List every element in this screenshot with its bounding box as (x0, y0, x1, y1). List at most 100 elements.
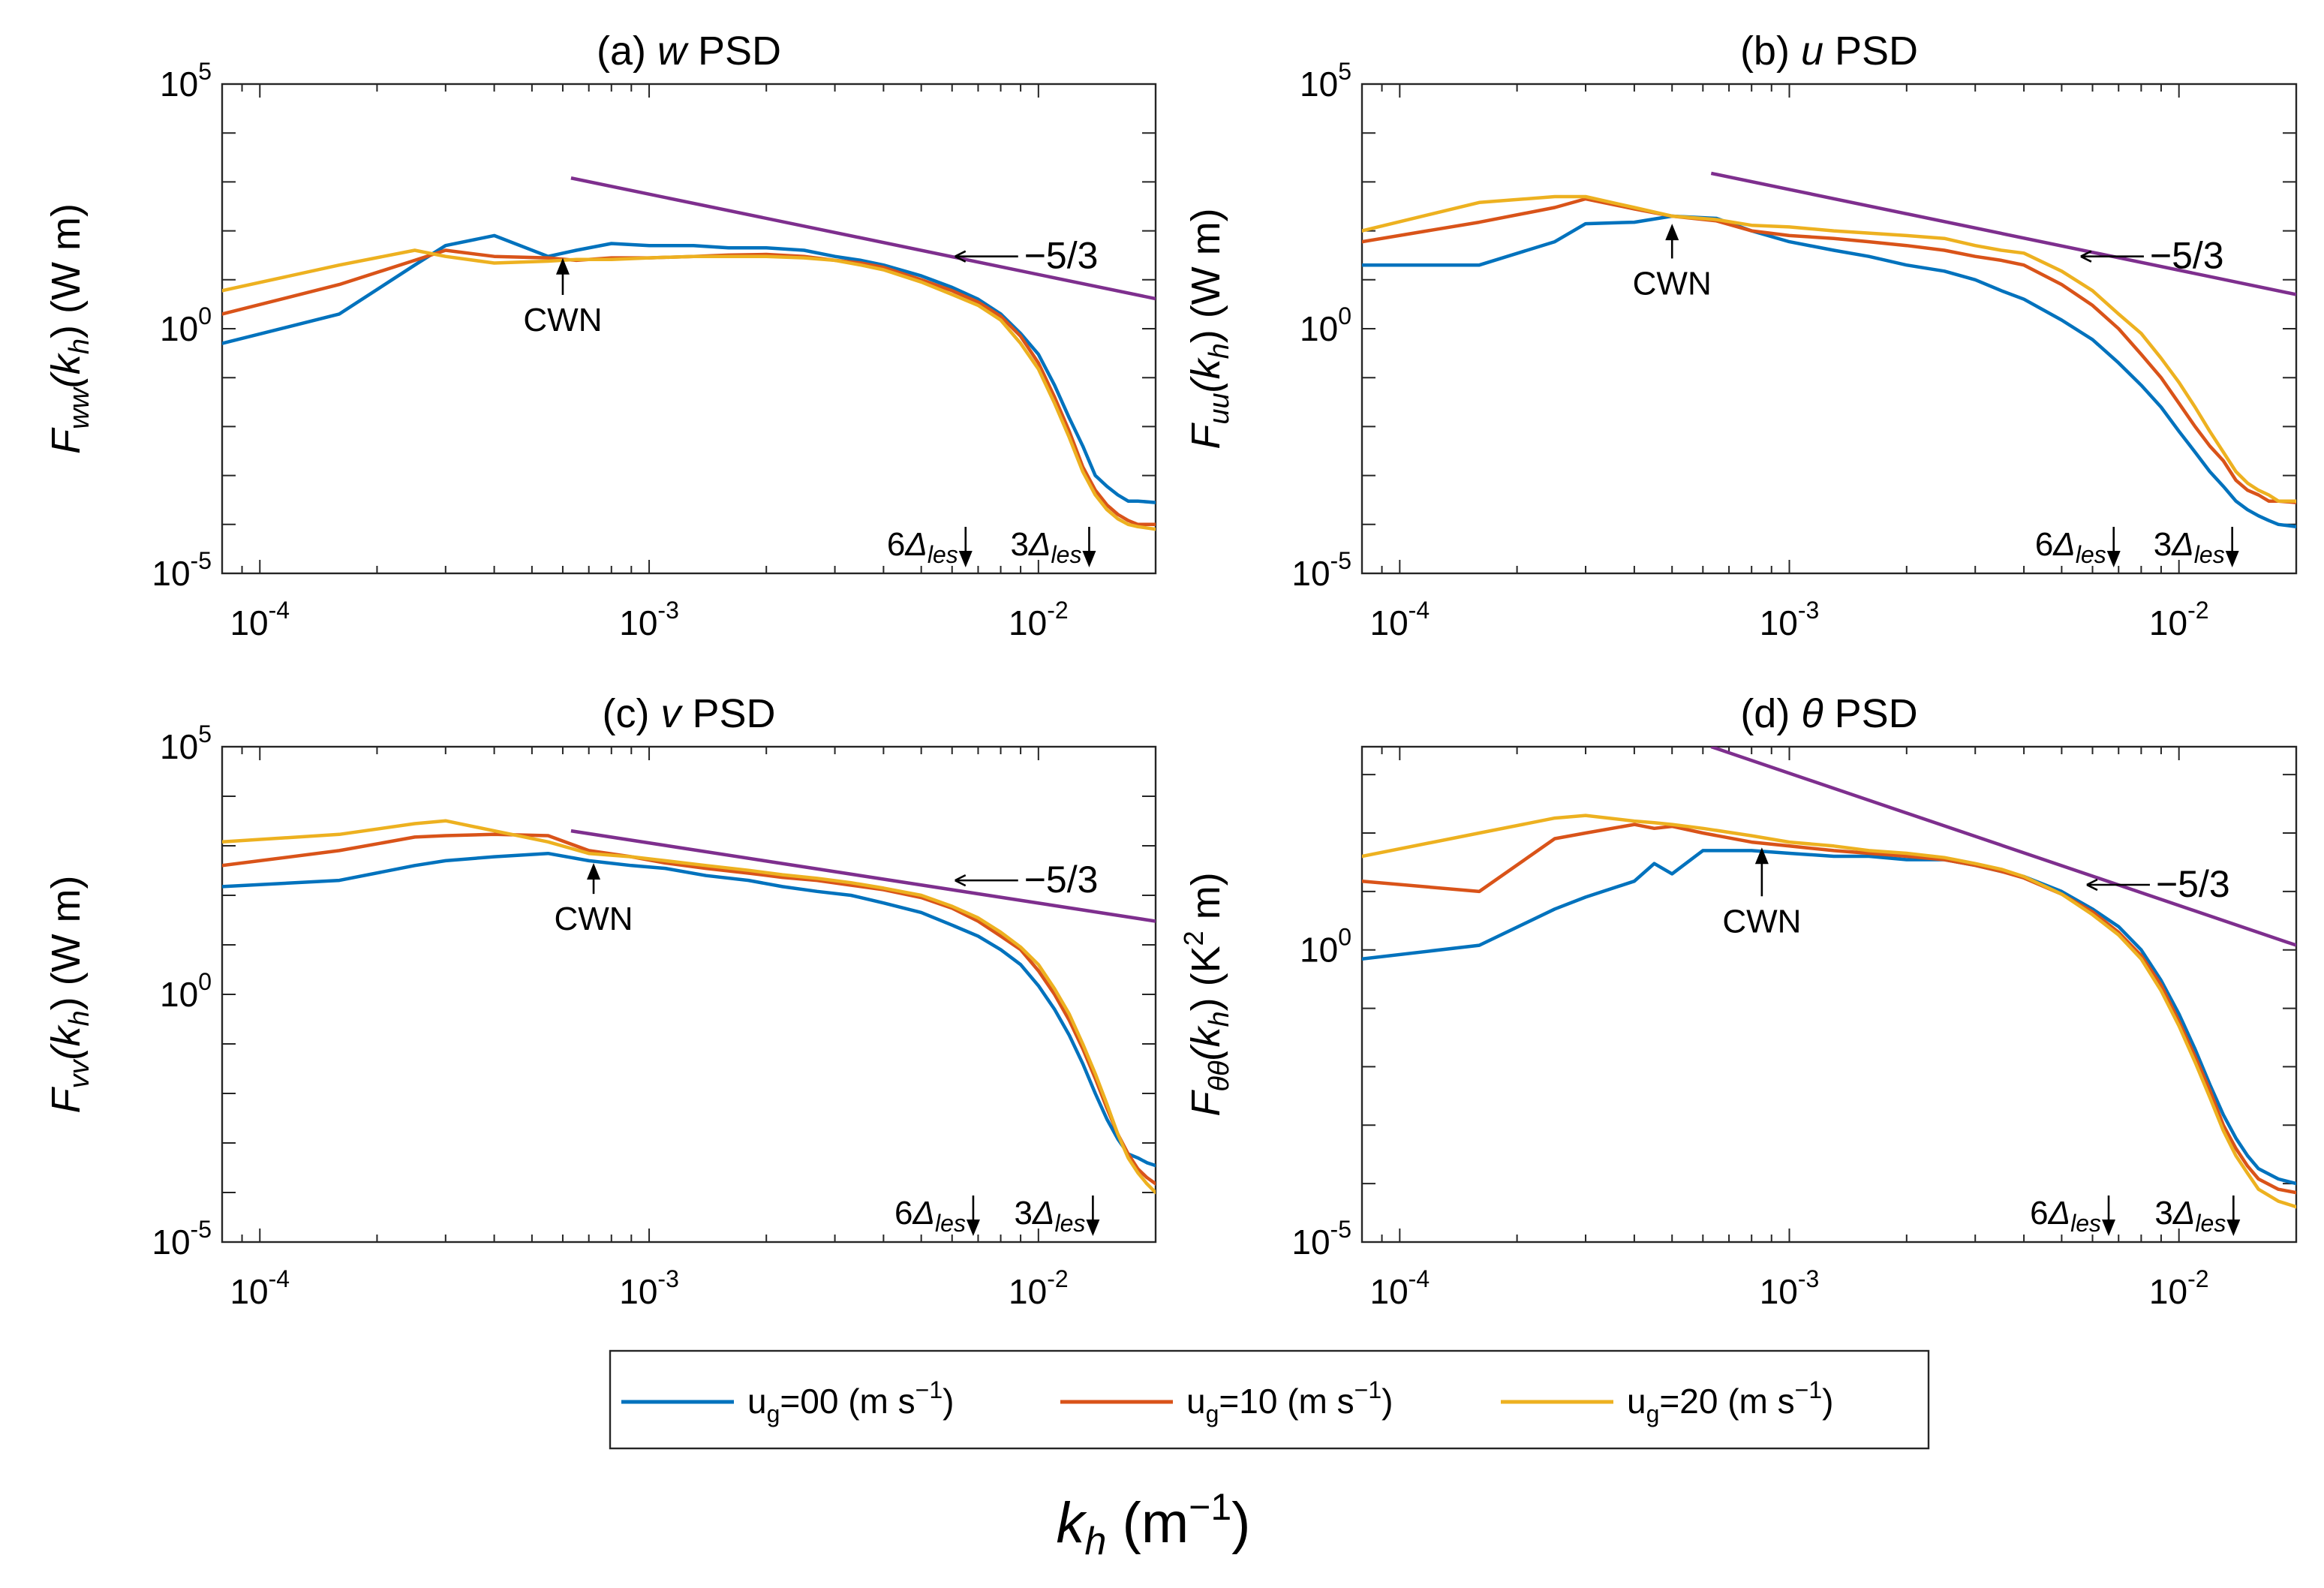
panel-d-cwn-arrow-head (1754, 847, 1769, 865)
panel-a-delta-subscript: les (927, 541, 958, 568)
panel-a-x-tick-label: 10-3 (619, 597, 679, 642)
panel-c-series-group (222, 819, 1156, 1195)
panel-b-y-tick-label-exp: 0 (1338, 302, 1351, 329)
panel-b-y-tick-label: 10-5 (1291, 547, 1351, 593)
panel-c-y-tick-label-base: 10 (160, 975, 198, 1014)
panel-b-x-tick-label: 10-3 (1760, 597, 1820, 642)
panel-a-y-label-argument-sub: h (64, 338, 95, 354)
panel-d-x-tick-label-exp: -3 (1798, 1265, 1819, 1292)
panel-a-y-tick-label: 10-5 (152, 547, 212, 593)
panel-d-x-tick-label-exp: -4 (1409, 1265, 1430, 1292)
panel-a-y-tick-label-exp: 0 (198, 302, 212, 329)
panel-d-y-label-argument: (k (1183, 1024, 1228, 1060)
panel-a-x-tick-label-base: 10 (230, 603, 268, 642)
legend-label-close: ) (1381, 1382, 1393, 1421)
panel-c-y-tick-label: 10-5 (152, 1216, 212, 1262)
panel-a-slope-arrow-head (955, 250, 967, 263)
legend-label-symbol: u (1186, 1382, 1206, 1421)
panel-d-x-tick-label-exp: -2 (2187, 1265, 2208, 1292)
panel-b-slope-reference-line (1710, 171, 2296, 296)
panel-c-delta-subscript: les (1054, 1210, 1085, 1237)
panel-b-tick-marks (1361, 83, 2297, 574)
panel-b-y-tick-label: 105 (1300, 58, 1351, 104)
panel-c-y-tick-label-base: 10 (152, 1223, 190, 1262)
panel-c-y-label-subscript: vv (64, 1059, 95, 1089)
panel-c-y-tick-label: 100 (160, 968, 212, 1014)
panel-b-series-line-2 (1362, 194, 2296, 503)
legend-label-symbol: u (1627, 1382, 1646, 1421)
panel-b-delta-label-6: 6Δles (2035, 526, 2106, 568)
panel-a-title-suffix: PSD (687, 29, 781, 74)
legend-label-subscript: g (1206, 1400, 1219, 1427)
panel-d-y-tick-label: 10-5 (1291, 1216, 1351, 1262)
panel-a-slope-reference-line (570, 176, 1156, 301)
panel-a-y-axis-label: Fww(kh) (W m) (44, 203, 95, 454)
panel-c-y-tick-label-exp: 5 (198, 720, 212, 747)
panel-c-x-tick-label-exp: -2 (1047, 1265, 1068, 1292)
panel-c-x-tick-label: 10-3 (619, 1265, 679, 1311)
panel-b-x-tick-label-base: 10 (1760, 603, 1798, 642)
legend-label-symbol: u (747, 1382, 767, 1421)
panel-a-y-tick-label: 105 (160, 58, 212, 104)
x-axis-label-unit: (m (1106, 1491, 1189, 1555)
panel-a-x-tick-label-exp: -2 (1047, 597, 1068, 624)
panel-c-x-tick-label-base: 10 (230, 1272, 268, 1311)
panel-b-y-tick-label-base: 10 (1291, 554, 1330, 593)
panel-b-x-tick-label: 10-4 (1370, 597, 1430, 642)
panel-a-x-tick-label-exp: -4 (269, 597, 290, 624)
legend-label-0: ug=00 (m s−1) (747, 1376, 954, 1427)
panel-c-cwn-arrow-head (587, 863, 601, 880)
panel-a-y-label-argument: (k (44, 352, 89, 388)
panel-d-title-label: (d) (1740, 691, 1801, 736)
panel-a-y-tick-label-base: 10 (152, 554, 190, 593)
panel-b-series-group (1362, 194, 2296, 529)
x-axis-label-symbol: k (1057, 1491, 1088, 1555)
panel-b-y-tick-label: 100 (1300, 302, 1351, 348)
panel-b-y-axis-label: Fuu(kh) (W m) (1183, 208, 1235, 449)
panel-a-delta-arrow-head-6 (958, 551, 973, 567)
panel-b-y-tick-label-exp: 5 (1338, 58, 1351, 85)
panel-c-title-suffix: PSD (681, 691, 775, 736)
panel-b-title: (b) u PSD (1740, 29, 1918, 74)
x-axis-label-subscript: h (1085, 1520, 1107, 1563)
panel-a-delta-factor: 6 (887, 526, 905, 563)
panel-a-title-label: (a) (597, 29, 657, 74)
legend-label-subscript: g (767, 1400, 780, 1427)
panel-d-slope-reference-line (1710, 747, 2296, 947)
panel-b-x-tick-label-exp: -4 (1409, 597, 1430, 624)
panel-c-x-tick-label-base: 10 (1009, 1272, 1047, 1311)
panel-c-delta-arrow-head-3 (1086, 1220, 1100, 1236)
panel-d-y-axis-label: Fθθ(kh) (K2 m) (1178, 872, 1235, 1116)
panel-d-x-tick-label-base: 10 (1370, 1272, 1409, 1311)
panel-a-x-tick-label: 10-2 (1009, 597, 1069, 642)
panel-a-series-line-1 (222, 248, 1156, 527)
legend-label-exponent: −1 (1354, 1376, 1381, 1403)
panel-d-delta-arrow-head-3 (2226, 1220, 2241, 1236)
legend-label-subscript: g (1646, 1400, 1660, 1427)
panel-a-y-tick-label-base: 10 (160, 65, 198, 104)
panel-b-delta-symbol: Δ (2052, 526, 2076, 563)
panel-d-y-tick-label-base: 10 (1291, 1223, 1330, 1262)
panel-c-y-tick-label-base: 10 (160, 727, 198, 766)
x-axis-label: kh (m−1) (1057, 1486, 1251, 1563)
panel-a-delta-label-3: 3Δles (1011, 526, 1082, 568)
panel-d-delta-symbol: Δ (2172, 1195, 2196, 1232)
panel-c-series-line-2 (222, 819, 1156, 1195)
panel-d-series-group (1362, 814, 2296, 1209)
panel-b-title-variable: u (1801, 29, 1823, 74)
panel-a-title: (a) w PSD (597, 29, 781, 74)
panel-c-x-tick-label-exp: -4 (269, 1265, 290, 1292)
panel-c-y-tick-label-exp: -5 (191, 1216, 212, 1243)
panel-d-delta-symbol: Δ (2048, 1195, 2071, 1232)
panel-b-delta-symbol: Δ (2171, 526, 2194, 563)
panel-c-y-label-argument-sub: h (64, 1010, 95, 1026)
panel-b-x-tick-label: 10-2 (2149, 597, 2209, 642)
panel-a-delta-arrow-head-3 (1082, 551, 1096, 567)
panel-c-x-tick-label-exp: -3 (657, 1265, 678, 1292)
panel-b-title-suffix: PSD (1823, 29, 1918, 74)
